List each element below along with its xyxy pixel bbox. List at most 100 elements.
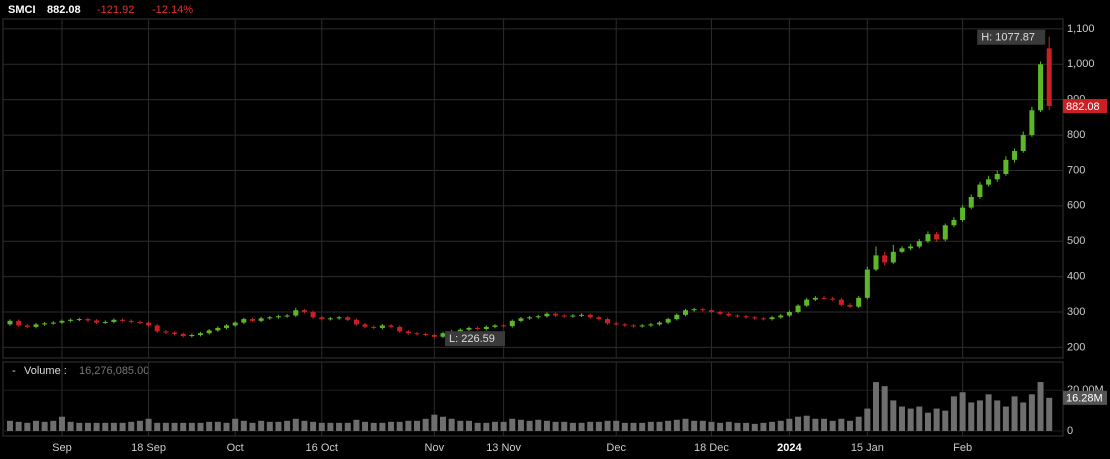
candle-body [379, 325, 385, 328]
candle-body [327, 318, 333, 320]
x-tick-label: 18 Sep [131, 442, 166, 454]
candle-body [700, 309, 706, 311]
candle-body [1038, 64, 1044, 111]
volume-bar [838, 418, 845, 431]
candle-body [284, 315, 290, 317]
candle-body [544, 313, 550, 317]
candle-body [613, 323, 619, 325]
volume-bar [760, 422, 767, 431]
volume-bar [786, 418, 793, 431]
volume-bar [310, 421, 317, 431]
y-tick-label: 800 [1067, 129, 1085, 141]
x-tick-label: 16 Oct [306, 442, 338, 454]
volume-bar [535, 419, 542, 431]
volume-bar [587, 421, 594, 431]
volume-bar [595, 421, 602, 431]
candle-body [769, 317, 775, 320]
candle-body [786, 311, 792, 316]
candle-body [674, 314, 680, 320]
candle-body [293, 310, 299, 316]
volume-bar [751, 423, 758, 431]
candle-body [310, 311, 316, 318]
volume-bar [1002, 406, 1009, 431]
volume-bar [543, 420, 550, 431]
volume-bar [223, 422, 230, 431]
candle-body [752, 317, 758, 319]
candle-body [483, 326, 489, 329]
candle-body [371, 326, 377, 328]
volume-bar [821, 418, 828, 431]
volume-bar [552, 421, 559, 431]
candle-body [648, 324, 654, 326]
y-tick-label: 400 [1067, 271, 1085, 283]
candle-body [1020, 135, 1026, 151]
y-tick-label: 1,000 [1067, 58, 1095, 70]
volume-bar [145, 418, 152, 431]
y-tick-label: 200 [1067, 341, 1085, 353]
volume-bar [353, 419, 360, 431]
symbol: SMCI [8, 4, 36, 16]
candle-body [795, 305, 801, 312]
volume-bar [1046, 397, 1053, 431]
candle-body [691, 309, 697, 311]
volume-bar [84, 422, 91, 431]
candle-body [579, 314, 585, 316]
volume-bar [67, 421, 74, 431]
candle-body [353, 319, 359, 325]
candle-body [856, 297, 862, 307]
volume-bar [292, 418, 299, 431]
x-tick-label: 18 Dec [694, 442, 729, 454]
candle-body [111, 319, 117, 322]
volume-bar [968, 402, 975, 431]
candle-body [631, 325, 637, 327]
volume-bar [873, 382, 879, 431]
volume-bar [942, 410, 949, 431]
candle-body [154, 325, 160, 332]
candle-body [605, 319, 611, 324]
volume-bar [102, 422, 109, 431]
candle-body [734, 315, 740, 317]
volume-bar [639, 422, 646, 431]
price-tag-box [1063, 99, 1107, 114]
volume-tick-label: 0 [1067, 425, 1073, 437]
volume-bar [119, 422, 126, 431]
volume-bar [994, 400, 1001, 431]
candle-body [146, 322, 152, 326]
volume-bar [41, 421, 48, 431]
y-tick-label: 300 [1067, 306, 1085, 318]
y-tick-label: 700 [1067, 164, 1085, 176]
candle-body [440, 333, 446, 337]
candle-body [68, 319, 74, 321]
volume-bar [890, 400, 897, 431]
candle-body [42, 323, 48, 325]
candle-body [994, 173, 1000, 180]
volume-bar [561, 421, 568, 431]
volume-bar [448, 418, 455, 431]
candle-body [951, 219, 957, 226]
volume-bar [959, 392, 966, 431]
volume-bar [180, 422, 187, 431]
volume-bar [812, 418, 819, 431]
candle-body [847, 304, 853, 307]
candle-body [76, 319, 82, 321]
y-tick-label: 1,100 [1067, 23, 1095, 35]
candle-body [1012, 150, 1018, 160]
volume-bar [881, 386, 888, 431]
candle-body [50, 322, 56, 324]
volume-bar [976, 400, 983, 431]
volume-bar [370, 422, 377, 431]
volume-bar [673, 419, 680, 431]
volume-bar [440, 416, 446, 431]
volume-bar [924, 412, 931, 431]
volume-bar [7, 420, 13, 431]
candle-body [258, 318, 264, 321]
candle-body [587, 314, 593, 318]
candle-body [760, 318, 766, 320]
candle-body [24, 325, 30, 327]
candle-body [198, 333, 204, 335]
volume-bar [388, 421, 395, 431]
price-panel [2, 18, 1064, 359]
candle-body [492, 325, 498, 327]
